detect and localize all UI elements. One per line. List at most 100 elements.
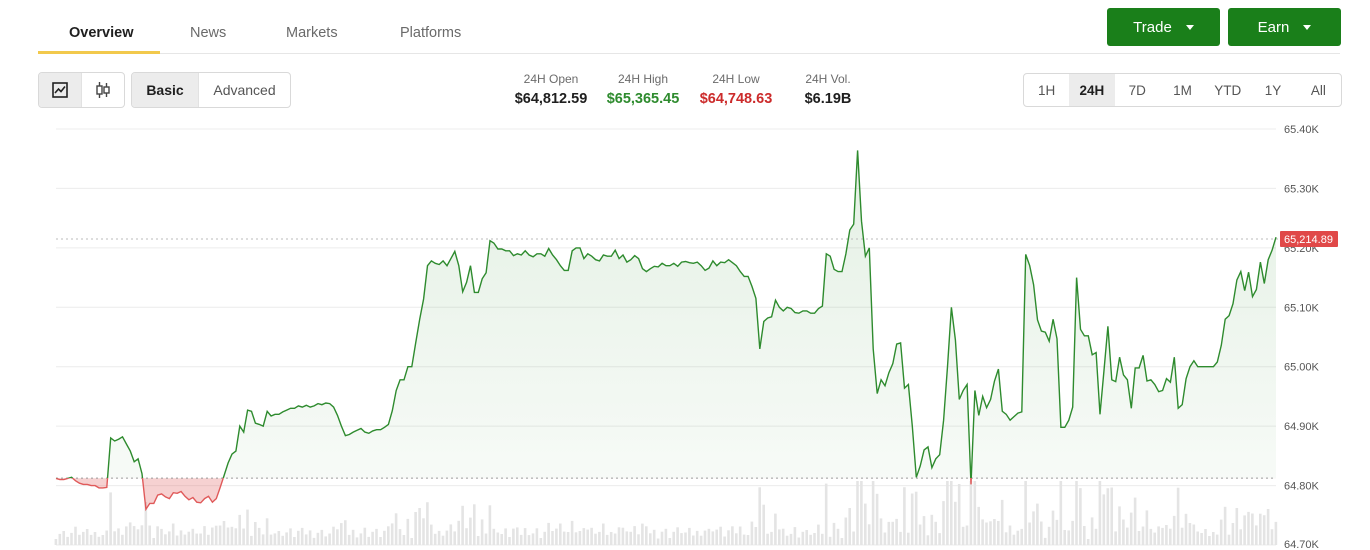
volume-bar: [1106, 488, 1110, 545]
volume-bar: [899, 531, 902, 545]
stat-volume-value: $6.19B: [804, 91, 852, 107]
volume-bar: [242, 528, 245, 545]
earn-button[interactable]: Earn: [1228, 8, 1341, 46]
volume-bar: [230, 526, 234, 546]
range-all[interactable]: All: [1310, 82, 1326, 98]
volume-bar: [347, 534, 351, 545]
volume-bar: [1149, 528, 1153, 545]
volume-bar: [742, 534, 746, 545]
range-1m[interactable]: 1M: [1173, 82, 1192, 98]
volume-bar: [637, 534, 640, 546]
stat-low-label: 24H Low: [712, 72, 760, 86]
volume-bar: [211, 527, 214, 545]
volume-bar: [1016, 530, 1020, 545]
volume-bar: [183, 534, 187, 545]
volume-bar: [179, 530, 183, 546]
volume-bar: [1059, 481, 1063, 545]
volume-bar: [969, 481, 973, 545]
range-ytd[interactable]: YTD: [1214, 82, 1242, 98]
volume-bar: [625, 531, 629, 545]
volume-bar: [449, 524, 453, 545]
volume-bar: [711, 531, 715, 545]
volume-bar: [645, 526, 648, 546]
volume-bar: [527, 535, 531, 545]
volume-bar: [758, 487, 761, 546]
volume-bar: [476, 536, 480, 545]
tab-markets[interactable]: Markets: [286, 25, 338, 41]
volume-bar: [895, 518, 898, 546]
volume-bar: [437, 530, 441, 545]
stat-volume-label: 24H Vol.: [805, 72, 851, 86]
volume-bar: [672, 531, 675, 545]
volume-bar: [422, 518, 425, 545]
volume-bar: [234, 528, 238, 546]
volume-bar: [965, 525, 969, 545]
volume-bar: [746, 535, 750, 545]
mode-basic-button[interactable]: Basic: [132, 73, 198, 107]
trade-button[interactable]: Trade: [1107, 8, 1220, 46]
volume-bar: [1235, 508, 1239, 545]
volume-bar: [1008, 525, 1012, 545]
tab-news[interactable]: News: [190, 25, 227, 41]
volume-bar: [1239, 529, 1242, 545]
volume-bar: [101, 535, 105, 545]
line-chart-icon: [52, 82, 68, 98]
volume-bar: [89, 534, 93, 545]
volume-bar: [261, 534, 265, 546]
volume-bar: [887, 521, 891, 545]
volume-bar: [789, 533, 793, 545]
volume-bar: [457, 520, 460, 545]
tab-overview[interactable]: Overview: [69, 25, 134, 41]
volume-bar: [371, 531, 374, 545]
volume-bar: [605, 534, 609, 545]
volume-bar: [578, 531, 582, 545]
range-1h[interactable]: 1H: [1038, 82, 1056, 98]
volume-bar: [1270, 529, 1274, 545]
volume-bar: [1172, 515, 1176, 545]
volume-bar: [1067, 530, 1070, 545]
volume-bar: [609, 532, 613, 545]
volume-bar: [781, 528, 785, 545]
volume-bar: [160, 528, 163, 545]
volume-bar: [406, 518, 410, 545]
volume-bar: [297, 530, 300, 545]
line-chart-button[interactable]: [39, 73, 81, 107]
mode-advanced-button[interactable]: Advanced: [198, 73, 290, 107]
volume-bar: [148, 525, 151, 545]
volume-bar: [1122, 519, 1125, 545]
y-tick-label: 64.90K: [1284, 421, 1320, 433]
volume-bar: [93, 532, 97, 545]
volume-bar: [1024, 481, 1027, 545]
volume-bar: [809, 534, 812, 545]
volume-bar: [1188, 523, 1192, 545]
volume-bar: [191, 528, 195, 545]
volume-bar: [1090, 517, 1094, 545]
volume-bar: [473, 504, 476, 546]
volume-bar: [1176, 487, 1180, 545]
volume-bar: [586, 529, 589, 545]
price-area-below-open: [56, 478, 1276, 510]
range-1y[interactable]: 1Y: [1264, 82, 1282, 98]
candlestick-chart-button[interactable]: [81, 73, 124, 107]
volume-bar: [113, 531, 116, 546]
volume-bar: [207, 534, 210, 545]
y-tick-label: 65.10K: [1284, 302, 1320, 314]
volume-bar: [426, 502, 429, 545]
earn-button-label: Earn: [1257, 18, 1290, 36]
range-7d[interactable]: 7D: [1128, 82, 1146, 98]
volume-bar: [590, 527, 593, 545]
volume-bar: [867, 524, 871, 545]
volume-bar: [195, 533, 198, 545]
volume-bar: [864, 503, 867, 546]
tab-platforms[interactable]: Platforms: [400, 25, 462, 41]
range-24h[interactable]: 24H: [1069, 74, 1115, 106]
volume-bar: [1141, 526, 1145, 546]
volume-bar: [613, 533, 617, 545]
main-tabs: Overview News Markets Platforms: [38, 8, 1340, 54]
volume-bar: [1161, 527, 1164, 545]
volume-bar: [957, 484, 961, 545]
volume-bar: [1126, 527, 1129, 545]
volume-bar: [852, 531, 855, 545]
volume-bar: [910, 493, 914, 545]
